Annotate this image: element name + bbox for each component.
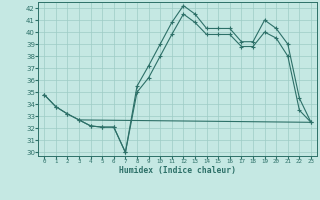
X-axis label: Humidex (Indice chaleur): Humidex (Indice chaleur): [119, 166, 236, 175]
